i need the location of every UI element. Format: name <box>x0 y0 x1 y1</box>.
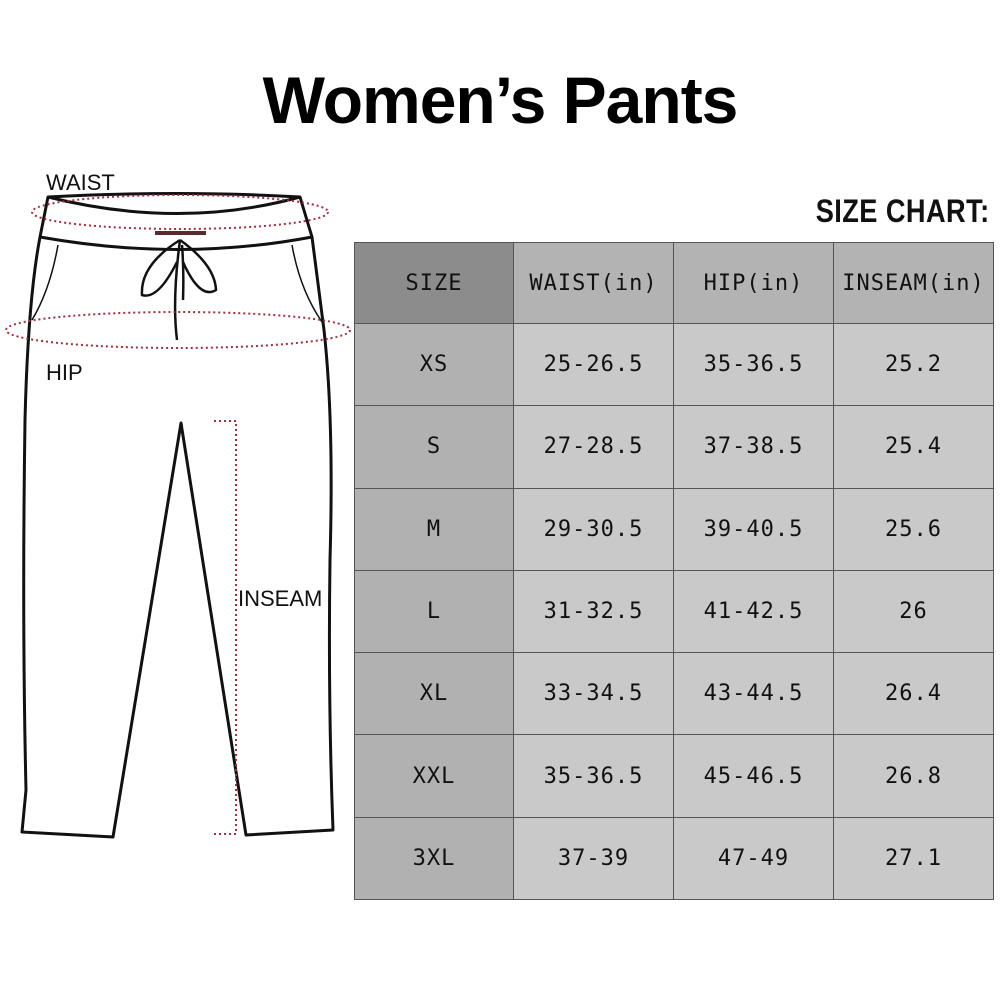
waist-cell: 25-26.5 <box>513 322 674 407</box>
inseam-cell: 25.6 <box>833 487 994 571</box>
table-row: M 29-30.5 39-40.5 25.6 <box>354 487 994 571</box>
drawstring-icon <box>140 231 218 341</box>
waist-cell: 35-36.5 <box>513 734 674 818</box>
pants-outline <box>20 192 335 839</box>
table-row: 3XL 37-39 47-49 27.1 <box>354 816 994 901</box>
pocket-left <box>31 244 59 321</box>
table-row: L 31-32.5 41-42.5 26 <box>354 569 994 654</box>
table-row: XL 33-34.5 43-44.5 26.4 <box>354 652 994 736</box>
hip-cell: 43-44.5 <box>673 652 834 736</box>
header-hip: HIP(in) <box>673 242 834 324</box>
size-cell: M <box>354 487 514 571</box>
size-chart-heading: SIZE CHART: <box>816 193 990 229</box>
hip-measure-line <box>5 311 351 349</box>
size-table: SIZE WAIST(in) HIP(in) INSEAM(in) XS 25-2… <box>354 242 994 901</box>
table-header-row: SIZE WAIST(in) HIP(in) INSEAM(in) <box>354 242 994 324</box>
hip-cell: 47-49 <box>673 816 834 901</box>
size-cell: L <box>354 569 514 654</box>
hip-label: HIP <box>46 360 83 385</box>
waist-cell: 27-28.5 <box>513 405 674 489</box>
header-inseam: INSEAM(in) <box>833 242 994 324</box>
size-cell: XS <box>354 322 514 407</box>
size-cell: S <box>354 405 514 489</box>
waist-cell: 29-30.5 <box>513 487 674 571</box>
size-cell: 3XL <box>354 816 514 901</box>
size-cell: XXL <box>354 734 514 818</box>
waist-cell: 37-39 <box>513 816 674 901</box>
table-row: XS 25-26.5 35-36.5 25.2 <box>354 322 994 407</box>
inseam-measure-line <box>214 420 237 835</box>
hip-cell: 39-40.5 <box>673 487 834 571</box>
pocket-right <box>291 244 323 323</box>
table-row: S 27-28.5 37-38.5 25.4 <box>354 405 994 489</box>
waist-label: WAIST <box>46 170 115 195</box>
header-waist: WAIST(in) <box>513 242 674 324</box>
waistband-top-curve <box>47 195 301 215</box>
table-row: XXL 35-36.5 45-46.5 26.8 <box>354 734 994 818</box>
hip-cell: 41-42.5 <box>673 569 834 654</box>
page-title: Women’s Pants <box>262 63 739 137</box>
inseam-cell: 25.2 <box>833 322 994 407</box>
inseam-cell: 26.4 <box>833 652 994 736</box>
header-size: SIZE <box>354 242 514 324</box>
inseam-cell: 26 <box>833 569 994 654</box>
pants-diagram <box>5 192 351 839</box>
waist-cell: 31-32.5 <box>513 569 674 654</box>
inseam-cell: 26.8 <box>833 734 994 818</box>
hip-cell: 35-36.5 <box>673 322 834 407</box>
waist-cell: 33-34.5 <box>513 652 674 736</box>
inseam-label: INSEAM <box>238 586 323 611</box>
inseam-cell: 25.4 <box>833 405 994 489</box>
hip-cell: 37-38.5 <box>673 405 834 489</box>
size-cell: XL <box>354 652 514 736</box>
hip-cell: 45-46.5 <box>673 734 834 818</box>
waist-measure-line <box>31 194 329 230</box>
inseam-cell: 27.1 <box>833 816 994 901</box>
